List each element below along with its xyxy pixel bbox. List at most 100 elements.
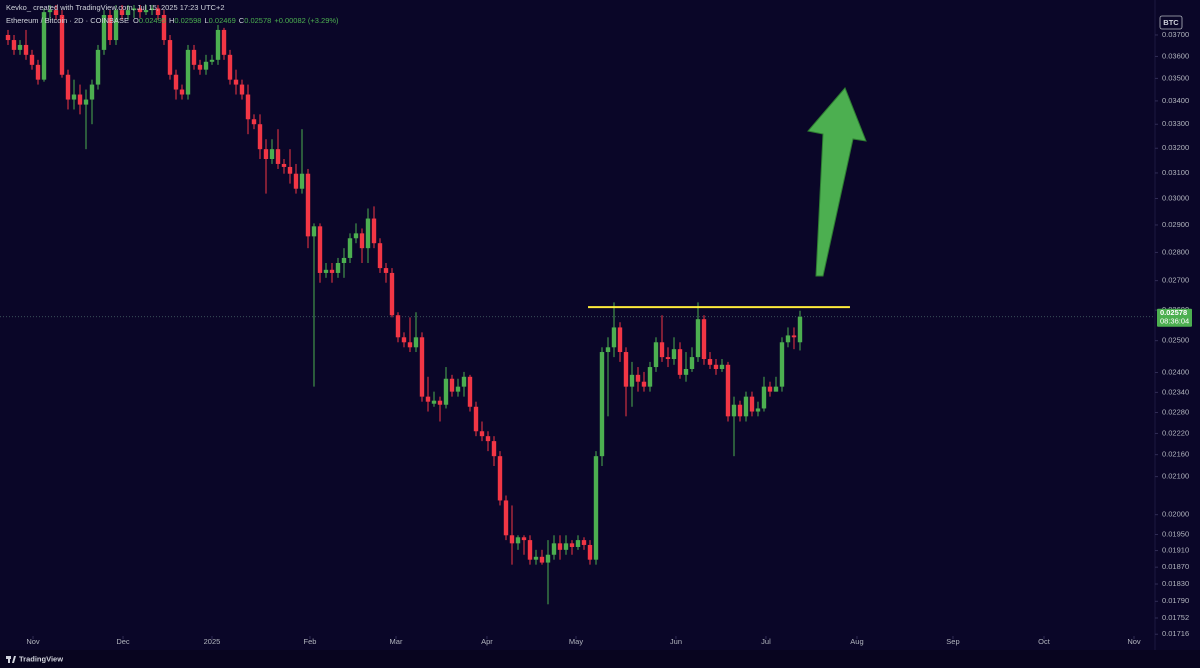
candle-body <box>509 535 515 544</box>
candle-body <box>215 29 221 60</box>
candle-body <box>467 376 473 407</box>
candle-body <box>89 84 95 100</box>
candle-body <box>533 556 539 560</box>
candle-body <box>35 64 41 80</box>
candle-body <box>695 319 701 358</box>
candle-body <box>431 400 437 404</box>
x-tick-label: 2025 <box>204 637 221 646</box>
candle-body <box>485 436 491 442</box>
candle-body <box>677 349 683 375</box>
candle-body <box>449 378 455 392</box>
x-tick-label: Dec <box>116 637 130 646</box>
logo-part <box>12 656 16 663</box>
candle-body <box>563 543 569 550</box>
candle-body <box>203 61 209 70</box>
candle-body <box>329 269 335 273</box>
candle-body <box>371 218 377 244</box>
y-tick-label: 0.01716 <box>1162 629 1189 638</box>
candle-body <box>179 89 185 95</box>
ohlc-letter: H <box>169 16 174 25</box>
candle-body <box>119 10 125 16</box>
candle-body <box>347 238 353 258</box>
candle-body <box>389 272 395 316</box>
candle-body <box>701 319 707 360</box>
countdown-label: 08:36:04 <box>1160 317 1189 326</box>
candle-body <box>455 386 461 392</box>
candle-body <box>383 268 389 273</box>
y-tick-label: 0.03400 <box>1162 96 1189 105</box>
candle-body <box>257 124 263 150</box>
candle-body <box>167 40 173 75</box>
candle-body <box>323 269 329 273</box>
candle-body <box>233 79 239 85</box>
candle-body <box>503 500 509 536</box>
candle-body <box>689 357 695 369</box>
candle-body <box>725 364 731 417</box>
y-tick-label: 0.02340 <box>1162 387 1189 396</box>
ohlc-letter: O <box>133 16 139 25</box>
candle-body <box>71 94 77 100</box>
candle-body <box>59 15 65 75</box>
candle-body <box>737 404 743 417</box>
candle-body <box>209 59 215 62</box>
candle-body <box>293 173 299 189</box>
x-tick-label: Nov <box>26 637 40 646</box>
last-price-label: 0.02578 <box>1160 308 1187 317</box>
candle-body <box>83 99 89 105</box>
candle-body <box>317 226 323 273</box>
candle-body <box>401 337 407 343</box>
candle-body <box>275 149 281 164</box>
candle-body <box>413 337 419 348</box>
candle-body <box>131 8 137 11</box>
candle-body <box>611 327 617 348</box>
candle-body <box>407 342 413 348</box>
y-tick-label: 0.03300 <box>1162 119 1189 128</box>
currency-box[interactable] <box>1159 15 1183 30</box>
y-tick-label: 0.01950 <box>1162 529 1189 538</box>
y-tick-label: 0.03700 <box>1162 30 1189 39</box>
brand-logo <box>6 656 16 663</box>
candle-body <box>641 381 647 387</box>
candle-body <box>23 44 29 55</box>
candle-body <box>539 556 545 563</box>
change-value: +0.00082 (+3.29%) <box>274 16 339 25</box>
candle-body <box>29 54 35 65</box>
candle-body <box>527 540 533 560</box>
candle-body <box>365 218 371 249</box>
candle-body <box>77 94 83 105</box>
candle-body <box>125 10 131 16</box>
candle-body <box>395 315 401 338</box>
candle-body <box>251 119 257 125</box>
y-tick-label: 0.01910 <box>1162 546 1189 555</box>
x-tick-label: Sep <box>946 637 959 646</box>
candle-body <box>11 40 17 50</box>
candle-body <box>239 84 245 95</box>
currency-label[interactable]: BTC <box>1163 18 1179 27</box>
candle-body <box>137 8 143 13</box>
close-value: 0.02578 <box>244 16 271 25</box>
candle-body <box>197 64 203 70</box>
y-tick-label: 0.01830 <box>1162 579 1189 588</box>
low-value: 0.02469 <box>209 16 236 25</box>
candle-body <box>143 10 149 13</box>
candle-body <box>683 368 689 375</box>
symbol: Ethereum / Bitcoin · 2D · COINBASE <box>6 16 129 25</box>
candle-body <box>461 376 467 387</box>
candle-body <box>155 8 161 16</box>
open-value: 0.02495 <box>139 16 166 25</box>
candle-body <box>353 233 359 239</box>
brand-name: TradingView <box>19 654 63 663</box>
candle-body <box>713 364 719 369</box>
candle-body <box>287 166 293 174</box>
y-tick-label: 0.02800 <box>1162 247 1189 256</box>
last-price-box <box>1157 308 1192 327</box>
candle-body <box>707 359 713 365</box>
y-tick-label: 0.02100 <box>1162 472 1189 481</box>
candle-body <box>593 456 599 560</box>
candle-body <box>779 342 785 387</box>
y-tick-label: 0.03100 <box>1162 168 1189 177</box>
y-tick-label: 0.03200 <box>1162 143 1189 152</box>
x-tick-label: Apr <box>481 637 493 646</box>
y-tick-label: 0.02160 <box>1162 450 1189 459</box>
